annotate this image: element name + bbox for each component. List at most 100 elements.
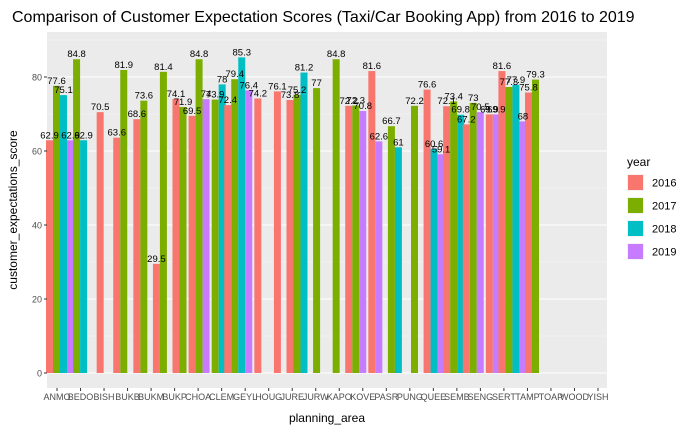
bar [388, 126, 395, 373]
data-label: 66.7 [382, 116, 401, 127]
x-tick-label: ANMO [44, 392, 71, 402]
x-axis-title: planning_area [289, 411, 365, 425]
bar [525, 93, 532, 373]
data-label: 68 [518, 111, 529, 122]
legend-key [628, 198, 643, 213]
bar [450, 101, 457, 373]
x-tick-label: PASR [374, 392, 398, 402]
bar [238, 57, 245, 373]
bar [294, 95, 301, 373]
data-label: 84.8 [67, 49, 86, 60]
data-label: 61 [393, 137, 404, 148]
y-tick-label: 0 [37, 369, 42, 379]
bar [133, 119, 140, 373]
data-label: 72.2 [405, 96, 424, 107]
legend-key [628, 175, 643, 190]
x-tick-label: BEDO [68, 392, 94, 402]
bar [395, 147, 402, 373]
y-tick-label: 60 [32, 147, 42, 157]
bar [53, 86, 60, 373]
x-tick-label: KOVE [350, 392, 375, 402]
data-label: 69.9 [487, 104, 506, 115]
bar [424, 90, 431, 373]
bar [470, 103, 477, 373]
bar [113, 138, 120, 373]
data-label: 62.6 [370, 131, 389, 142]
x-tick-label: BISH [94, 392, 115, 402]
bar [368, 71, 375, 373]
y-axis: 020406080 [32, 73, 47, 379]
x-tick-label: QUEE [421, 392, 447, 402]
data-label: 62.9 [74, 130, 93, 141]
x-tick-label: CLEM [209, 392, 234, 402]
legend-label: 2019 [652, 247, 676, 259]
legend-key [628, 221, 643, 236]
data-label: 79.3 [526, 70, 545, 81]
bar [120, 70, 127, 373]
x-tick-label: HOUG [255, 392, 282, 402]
data-label: 81.6 [363, 61, 382, 72]
legend-label: 2017 [652, 201, 676, 213]
bar [80, 140, 87, 373]
bar [189, 116, 196, 373]
legend-key [628, 244, 643, 259]
bar [505, 87, 512, 373]
data-label: 85.3 [233, 47, 252, 58]
bar [486, 114, 493, 373]
bar [140, 101, 147, 373]
bar [532, 80, 539, 373]
x-tick-label: SERT [492, 392, 516, 402]
bar [153, 264, 160, 373]
x-tick-label: BUKB [115, 392, 140, 402]
chart-title: Comparison of Customer Expectation Score… [12, 9, 635, 26]
x-tick-label: TAMP [515, 392, 539, 402]
bar [245, 90, 252, 373]
bar [212, 100, 219, 373]
bar [345, 106, 352, 373]
data-label: 84.8 [327, 49, 346, 60]
bar [274, 91, 281, 373]
x-tick-label: YISH [587, 392, 608, 402]
x-tick-label: BUKM [138, 392, 164, 402]
bar [512, 85, 519, 373]
x-tick-label: KAPO [327, 392, 352, 402]
data-label: 77 [311, 78, 322, 89]
bar [359, 111, 366, 373]
bar [46, 140, 53, 373]
data-label: 75.1 [54, 85, 73, 96]
data-label: 81.9 [115, 60, 134, 71]
x-tick-label: PUNG [397, 392, 423, 402]
x-tick-label: JURE [280, 392, 304, 402]
data-label: 59.1 [432, 144, 451, 155]
data-label: 70.8 [354, 101, 373, 112]
legend-title: year [627, 155, 650, 169]
legend-label: 2018 [652, 224, 676, 236]
bar [160, 72, 167, 373]
x-tick-label: SEMB [444, 392, 470, 402]
y-tick-label: 20 [32, 295, 42, 305]
data-label: 63.6 [108, 128, 127, 139]
bar [231, 79, 238, 373]
x-tick-label: JURW [303, 392, 329, 402]
legend-label: 2016 [652, 178, 676, 190]
data-label: 70.5 [91, 102, 110, 113]
y-axis-title: customer_expectations_score [6, 130, 20, 290]
bar [352, 105, 359, 373]
bar [73, 59, 80, 373]
bar [301, 73, 308, 373]
data-label: 79.4 [226, 69, 245, 80]
bar [180, 107, 187, 373]
data-label: 69.5 [183, 106, 202, 117]
data-label: 73.6 [135, 91, 154, 102]
y-tick-label: 80 [32, 73, 42, 83]
x-tick-label: BUKP [162, 392, 187, 402]
data-label: 74.2 [249, 88, 268, 99]
bar [431, 149, 438, 373]
x-tick-label: GEYL [233, 392, 257, 402]
data-label: 68.6 [128, 109, 147, 120]
data-label: 72.4 [219, 95, 238, 106]
data-label: 81.4 [154, 62, 173, 73]
data-label: 81.6 [493, 61, 512, 72]
x-axis: ANMOBEDO BISH BUKBBUKMBUKPCHOACLEM GEYLHOUG… [44, 388, 609, 402]
